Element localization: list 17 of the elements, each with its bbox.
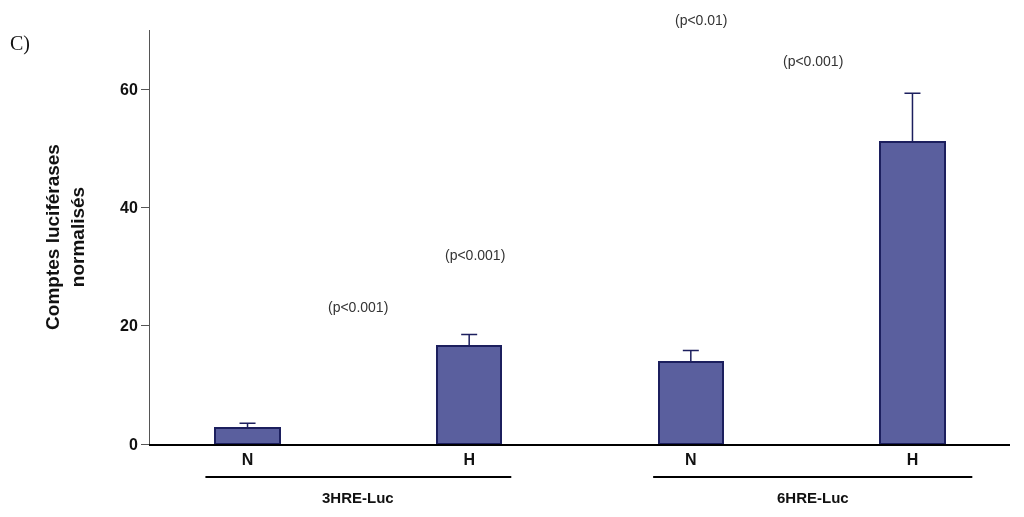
x-tick-label: N	[241, 450, 254, 468]
y-tick-label: 60	[120, 80, 138, 98]
y-axis-title: Comptes luciférases normalisés	[42, 144, 88, 330]
y-tick-label: 20	[120, 317, 138, 335]
text: (p<0.01)	[675, 12, 728, 28]
text: 3HRE-Luc	[322, 489, 394, 506]
annotation: (p<0.001)	[445, 247, 506, 263]
bar	[214, 427, 281, 444]
chart-title: C)	[10, 32, 30, 55]
y-tick-label: 0	[128, 435, 138, 453]
annotation: (p<0.001)	[328, 299, 389, 315]
annotation: (p<0.001)	[783, 53, 844, 69]
y-tick-label: 40	[120, 199, 138, 217]
x-tick-label: H	[463, 450, 475, 468]
x-tick-label: N	[685, 450, 697, 468]
text: 6HRE-Luc	[777, 489, 849, 506]
x-tick-label: H	[906, 450, 919, 468]
